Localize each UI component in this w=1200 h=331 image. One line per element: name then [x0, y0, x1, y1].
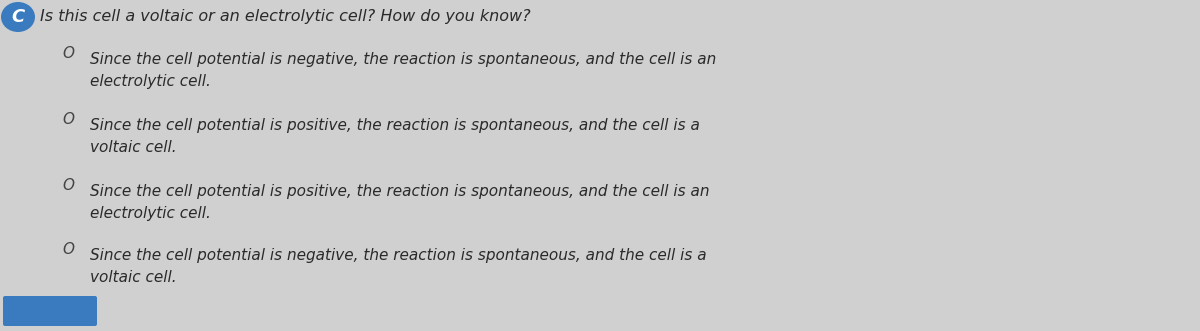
- Text: Since the cell potential is positive, the reaction is spontaneous, and the cell : Since the cell potential is positive, th…: [90, 118, 700, 133]
- Text: O: O: [62, 45, 74, 61]
- Text: Since the cell potential is negative, the reaction is spontaneous, and the cell : Since the cell potential is negative, th…: [90, 52, 716, 67]
- Text: electrolytic cell.: electrolytic cell.: [90, 206, 211, 221]
- Text: Since the cell potential is positive, the reaction is spontaneous, and the cell : Since the cell potential is positive, th…: [90, 184, 709, 199]
- FancyBboxPatch shape: [2, 296, 97, 326]
- Text: voltaic cell.: voltaic cell.: [90, 140, 176, 155]
- Text: electrolytic cell.: electrolytic cell.: [90, 74, 211, 89]
- Ellipse shape: [1, 2, 35, 32]
- Text: O: O: [62, 242, 74, 257]
- Text: C: C: [11, 8, 25, 26]
- Text: O: O: [62, 112, 74, 126]
- Text: voltaic cell.: voltaic cell.: [90, 270, 176, 285]
- Text: Is this cell a voltaic or an electrolytic cell? How do you know?: Is this cell a voltaic or an electrolyti…: [40, 10, 530, 24]
- Text: Since the cell potential is negative, the reaction is spontaneous, and the cell : Since the cell potential is negative, th…: [90, 248, 707, 263]
- Text: O: O: [62, 177, 74, 193]
